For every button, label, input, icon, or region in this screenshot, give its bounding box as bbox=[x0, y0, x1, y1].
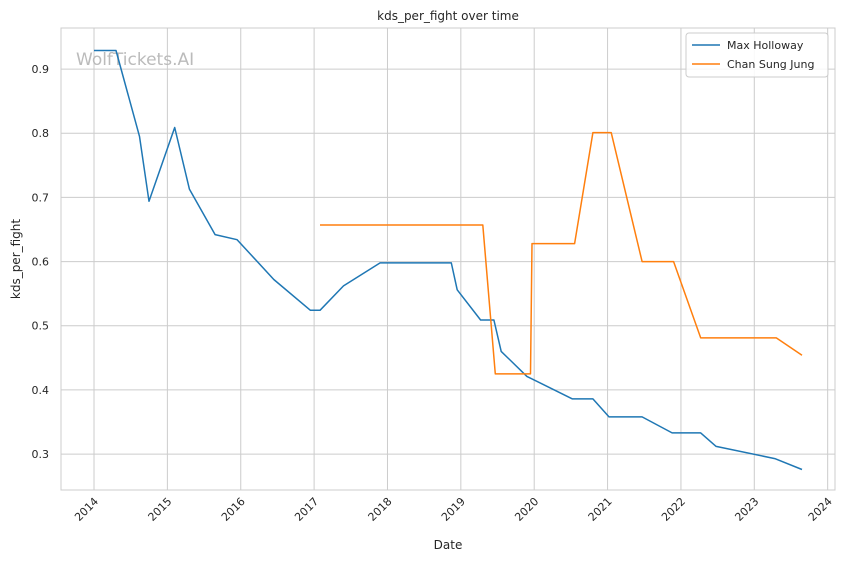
y-axis-label: kds_per_fight bbox=[9, 219, 23, 300]
legend-label: Max Holloway bbox=[727, 39, 804, 52]
y-tick-label: 0.3 bbox=[32, 448, 50, 461]
y-ticks: 0.3 0.4 0.5 0.6 0.7 0.8 0.9 bbox=[32, 63, 50, 461]
watermark: WolfTickets.AI bbox=[76, 50, 194, 70]
y-tick-label: 0.6 bbox=[32, 256, 50, 269]
y-tick-label: 0.7 bbox=[32, 191, 50, 204]
legend: Max Holloway Chan Sung Jung bbox=[685, 32, 829, 78]
y-tick-label: 0.4 bbox=[32, 384, 50, 397]
series-line-1 bbox=[320, 131, 803, 375]
x-axis-label: Date bbox=[434, 538, 463, 552]
y-tick-label: 0.8 bbox=[32, 127, 50, 140]
x-ticks: 2014 2015 2016 2017 2018 2019 2020 2021 2022 2023… bbox=[72, 495, 835, 524]
series-line-0 bbox=[94, 49, 803, 471]
plot-frame bbox=[60, 27, 836, 491]
series-lines bbox=[94, 49, 803, 471]
y-tick-label: 0.5 bbox=[32, 320, 50, 333]
legend-label: Chan Sung Jung bbox=[727, 58, 814, 71]
legend-box bbox=[685, 32, 829, 78]
grid bbox=[61, 28, 835, 490]
chart-title: kds_per_fight over time bbox=[377, 9, 519, 23]
y-tick-label: 0.9 bbox=[32, 63, 50, 76]
